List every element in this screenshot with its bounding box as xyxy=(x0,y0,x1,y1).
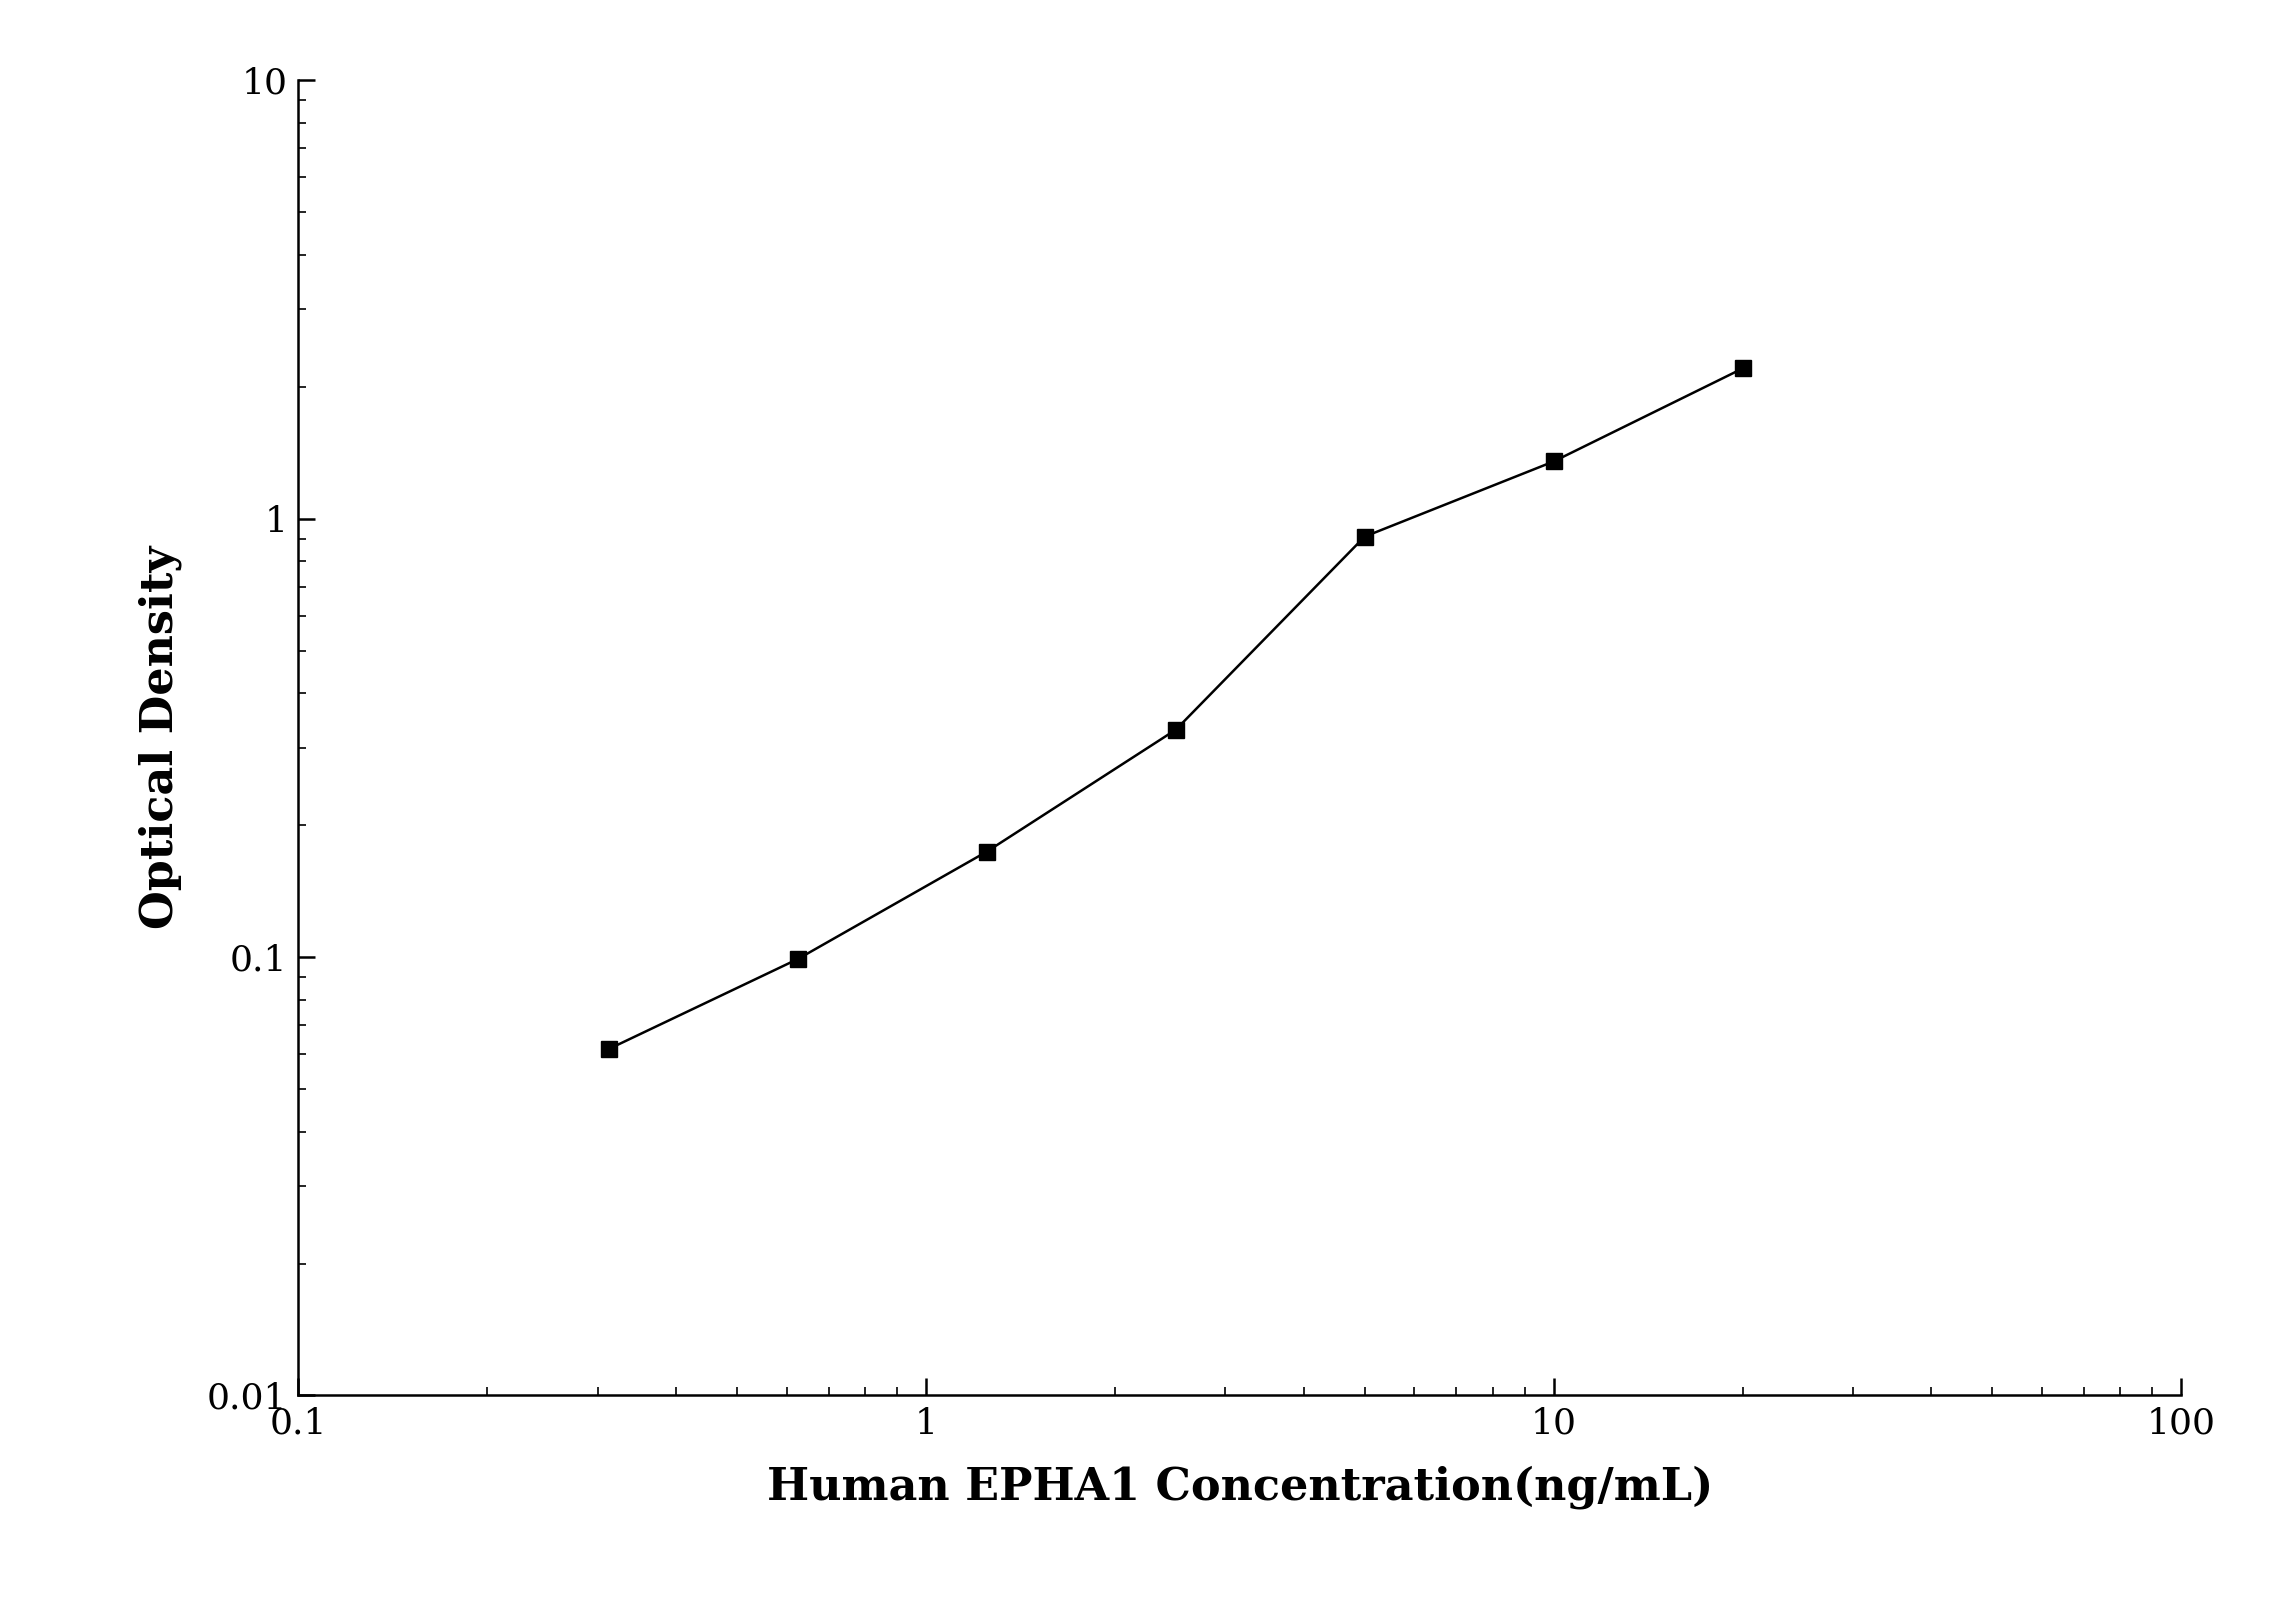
Y-axis label: Optical Density: Optical Density xyxy=(138,547,181,929)
X-axis label: Human EPHA1 Concentration(ng/mL): Human EPHA1 Concentration(ng/mL) xyxy=(767,1466,1713,1509)
